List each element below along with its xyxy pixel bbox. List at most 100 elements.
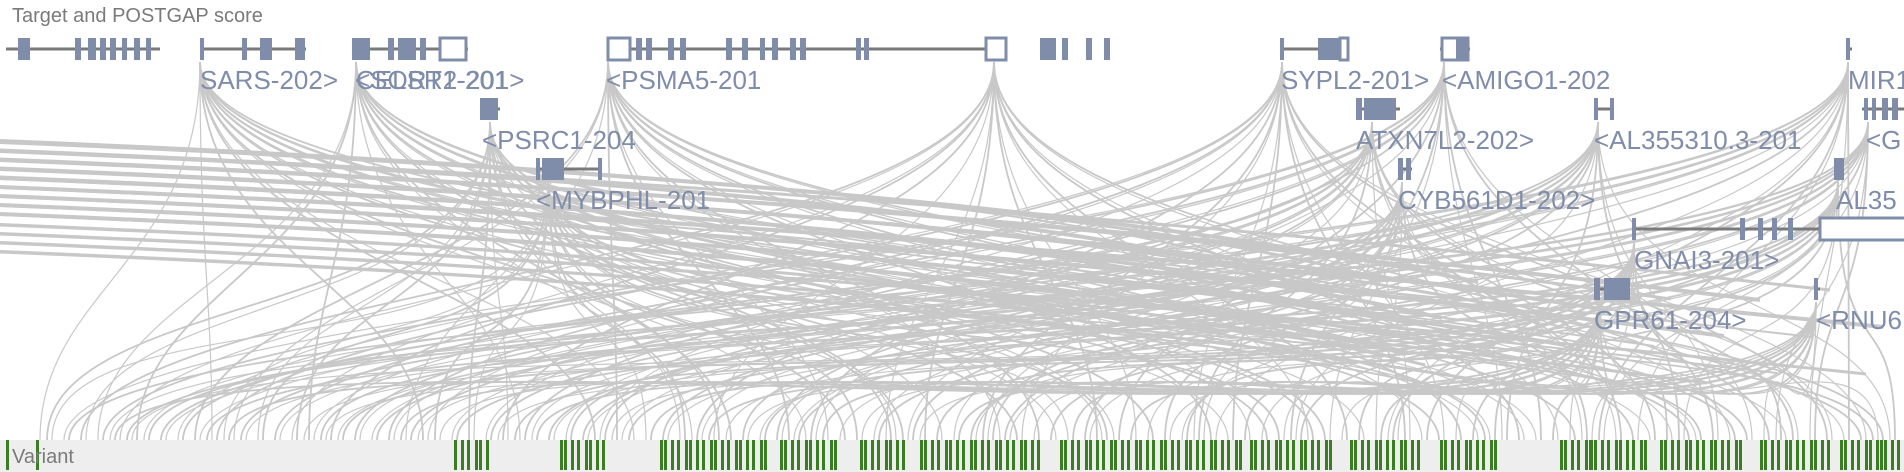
gene-transcript[interactable]: SARS-202> bbox=[6, 38, 338, 95]
variant-marker[interactable] bbox=[671, 440, 674, 470]
variant-marker[interactable] bbox=[1135, 440, 1138, 470]
variant-marker[interactable] bbox=[896, 440, 899, 470]
variant-marker[interactable] bbox=[585, 440, 588, 470]
variant-marker[interactable] bbox=[727, 440, 730, 470]
variant-marker[interactable] bbox=[1619, 440, 1622, 470]
variant-marker[interactable] bbox=[1214, 440, 1217, 470]
variant-marker[interactable] bbox=[1379, 440, 1382, 470]
gene-transcript[interactable]: <G bbox=[1862, 98, 1904, 155]
variant-marker[interactable] bbox=[689, 440, 692, 470]
variant-marker[interactable] bbox=[860, 440, 863, 470]
variant-marker[interactable] bbox=[1560, 440, 1563, 470]
variant-marker[interactable] bbox=[920, 440, 923, 470]
variant-marker[interactable] bbox=[1714, 440, 1717, 470]
variant-marker[interactable] bbox=[999, 440, 1002, 470]
variant-marker[interactable] bbox=[1196, 440, 1199, 470]
variant-marker[interactable] bbox=[1267, 440, 1270, 470]
variant-marker[interactable] bbox=[974, 440, 977, 470]
variant-marker[interactable] bbox=[1865, 440, 1868, 470]
variant-marker[interactable] bbox=[1152, 440, 1155, 470]
variant-marker[interactable] bbox=[1664, 440, 1667, 470]
variant-marker[interactable] bbox=[735, 440, 738, 470]
variant-marker[interactable] bbox=[1594, 440, 1597, 470]
variant-marker[interactable] bbox=[949, 440, 952, 470]
variant-marker[interactable] bbox=[1012, 440, 1015, 470]
variant-marker[interactable] bbox=[664, 440, 667, 470]
variant-marker[interactable] bbox=[924, 440, 927, 470]
variant-marker[interactable] bbox=[1735, 440, 1738, 470]
gene-transcript[interactable]: ATXN7L2-202> bbox=[1356, 98, 1534, 155]
variant-marker[interactable] bbox=[1227, 440, 1230, 470]
gene-transcript[interactable]: MIR1 bbox=[1846, 38, 1904, 95]
variant-marker[interactable] bbox=[1490, 440, 1493, 470]
variant-marker[interactable] bbox=[1185, 440, 1188, 470]
variant-marker[interactable] bbox=[1626, 440, 1629, 470]
variant-marker[interactable] bbox=[931, 440, 934, 470]
variant-marker[interactable] bbox=[1329, 440, 1332, 470]
variant-marker[interactable] bbox=[1764, 440, 1767, 470]
gene-transcript[interactable]: <PSMA5-201 bbox=[606, 36, 1110, 95]
variant-marker[interactable] bbox=[1127, 440, 1130, 470]
variant-marker[interactable] bbox=[461, 440, 464, 470]
variant-marker[interactable] bbox=[1482, 440, 1485, 470]
gene-transcript[interactable]: <RNU6 bbox=[1814, 278, 1902, 335]
variant-marker[interactable] bbox=[1286, 440, 1289, 470]
variant-marker[interactable] bbox=[1089, 440, 1092, 470]
variant-marker[interactable] bbox=[1411, 440, 1414, 470]
variant-marker[interactable] bbox=[877, 440, 880, 470]
variant-marker[interactable] bbox=[816, 440, 819, 470]
variant-marker[interactable] bbox=[937, 440, 940, 470]
variant-marker[interactable] bbox=[1685, 440, 1688, 470]
gene-transcript[interactable]: CELSR2-201> bbox=[200, 38, 524, 95]
variant-marker[interactable] bbox=[871, 440, 874, 470]
gene-transcript[interactable]: SYPL2-201> bbox=[1280, 36, 1429, 95]
variant-marker[interactable] bbox=[1884, 440, 1887, 470]
variant-marker[interactable] bbox=[1739, 440, 1742, 470]
variant-marker[interactable] bbox=[1814, 440, 1817, 470]
variant-marker[interactable] bbox=[1110, 440, 1113, 470]
variant-marker[interactable] bbox=[1785, 440, 1788, 470]
variant-marker[interactable] bbox=[1024, 440, 1027, 470]
gene-transcript[interactable]: AL35 bbox=[1834, 158, 1897, 215]
gene-transcript[interactable]: <AMIGO1-202 bbox=[1440, 36, 1610, 95]
variant-marker[interactable] bbox=[1857, 440, 1860, 470]
variant-marker[interactable] bbox=[1031, 440, 1034, 470]
variant-marker[interactable] bbox=[1451, 440, 1454, 470]
variant-marker[interactable] bbox=[956, 440, 959, 470]
variant-marker[interactable] bbox=[1601, 440, 1604, 470]
variant-marker[interactable] bbox=[1571, 440, 1574, 470]
variant-marker[interactable] bbox=[1400, 440, 1403, 470]
variant-marker[interactable] bbox=[889, 440, 892, 470]
variant-marker[interactable] bbox=[1590, 440, 1593, 470]
variant-marker[interactable] bbox=[1350, 440, 1353, 470]
variant-marker[interactable] bbox=[702, 440, 705, 470]
variant-marker[interactable] bbox=[746, 440, 749, 470]
variant-marker[interactable] bbox=[1607, 440, 1610, 470]
variant-marker[interactable] bbox=[1465, 440, 1468, 470]
variant-marker[interactable] bbox=[1292, 440, 1295, 470]
variant-marker[interactable] bbox=[764, 440, 767, 470]
variant-marker[interactable] bbox=[1444, 440, 1447, 470]
variant-marker[interactable] bbox=[596, 440, 599, 470]
variant-marker[interactable] bbox=[752, 440, 755, 470]
variant-marker[interactable] bbox=[1317, 440, 1320, 470]
variant-marker[interactable] bbox=[1702, 440, 1705, 470]
variant-marker[interactable] bbox=[685, 440, 688, 470]
variant-marker[interactable] bbox=[1275, 440, 1278, 470]
gene-transcript[interactable]: GPR61-204> bbox=[1594, 278, 1746, 335]
variant-marker[interactable] bbox=[479, 440, 482, 470]
variant-marker[interactable] bbox=[714, 440, 717, 470]
variant-marker[interactable] bbox=[1660, 440, 1663, 470]
variant-marker[interactable] bbox=[6, 440, 9, 470]
variant-marker[interactable] bbox=[571, 440, 574, 470]
variant-marker[interactable] bbox=[805, 440, 808, 470]
gene-transcript[interactable]: <AL355310.3-201 bbox=[1594, 98, 1801, 155]
variant-marker[interactable] bbox=[1085, 440, 1088, 470]
variant-marker[interactable] bbox=[1139, 440, 1142, 470]
variant-marker[interactable] bbox=[1354, 440, 1357, 470]
gene-transcript[interactable]: GNAI3-201> bbox=[1632, 216, 1904, 275]
variant-marker[interactable] bbox=[1060, 440, 1063, 470]
variant-marker[interactable] bbox=[1202, 440, 1205, 470]
variant-marker[interactable] bbox=[970, 440, 973, 470]
gene-transcript[interactable]: CYB561D1-202> bbox=[1398, 158, 1595, 215]
